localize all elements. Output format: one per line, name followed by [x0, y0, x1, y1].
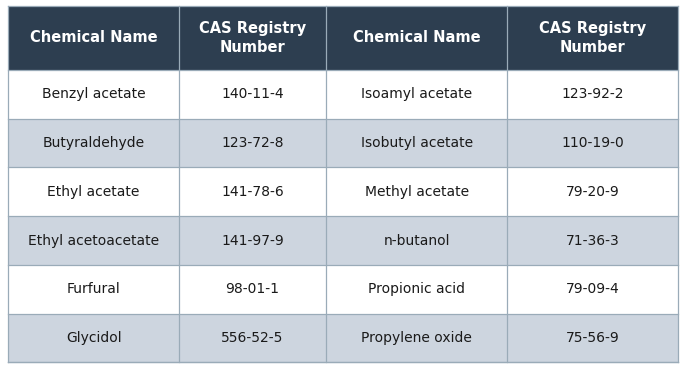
Text: Methyl acetate: Methyl acetate	[364, 185, 469, 199]
Text: Furfural: Furfural	[67, 282, 121, 296]
Text: Propylene oxide: Propylene oxide	[362, 331, 472, 345]
Text: 75-56-9: 75-56-9	[565, 331, 619, 345]
Text: 71-36-3: 71-36-3	[565, 234, 619, 248]
Text: Ethyl acetate: Ethyl acetate	[47, 185, 140, 199]
Text: n-butanol: n-butanol	[383, 234, 450, 248]
Text: Benzyl acetate: Benzyl acetate	[42, 87, 145, 101]
Text: 141-78-6: 141-78-6	[222, 185, 284, 199]
Text: 123-92-2: 123-92-2	[561, 87, 624, 101]
Text: 123-72-8: 123-72-8	[222, 136, 284, 150]
Text: 110-19-0: 110-19-0	[561, 136, 624, 150]
Text: Ethyl acetoacetate: Ethyl acetoacetate	[28, 234, 159, 248]
Text: Glycidol: Glycidol	[66, 331, 121, 345]
Text: Isoamyl acetate: Isoamyl acetate	[361, 87, 472, 101]
Text: Chemical Name: Chemical Name	[353, 30, 480, 45]
Text: 98-01-1: 98-01-1	[226, 282, 280, 296]
Text: CAS Registry
Number: CAS Registry Number	[199, 21, 306, 54]
Text: 141-97-9: 141-97-9	[222, 234, 284, 248]
Text: Isobutyl acetate: Isobutyl acetate	[361, 136, 473, 150]
Text: 79-09-4: 79-09-4	[565, 282, 619, 296]
Text: CAS Registry
Number: CAS Registry Number	[539, 21, 646, 54]
Text: 140-11-4: 140-11-4	[222, 87, 284, 101]
Text: 79-20-9: 79-20-9	[565, 185, 619, 199]
Text: 556-52-5: 556-52-5	[222, 331, 284, 345]
Text: Chemical Name: Chemical Name	[29, 30, 157, 45]
Text: Butyraldehyde: Butyraldehyde	[43, 136, 145, 150]
Text: Propionic acid: Propionic acid	[368, 282, 465, 296]
